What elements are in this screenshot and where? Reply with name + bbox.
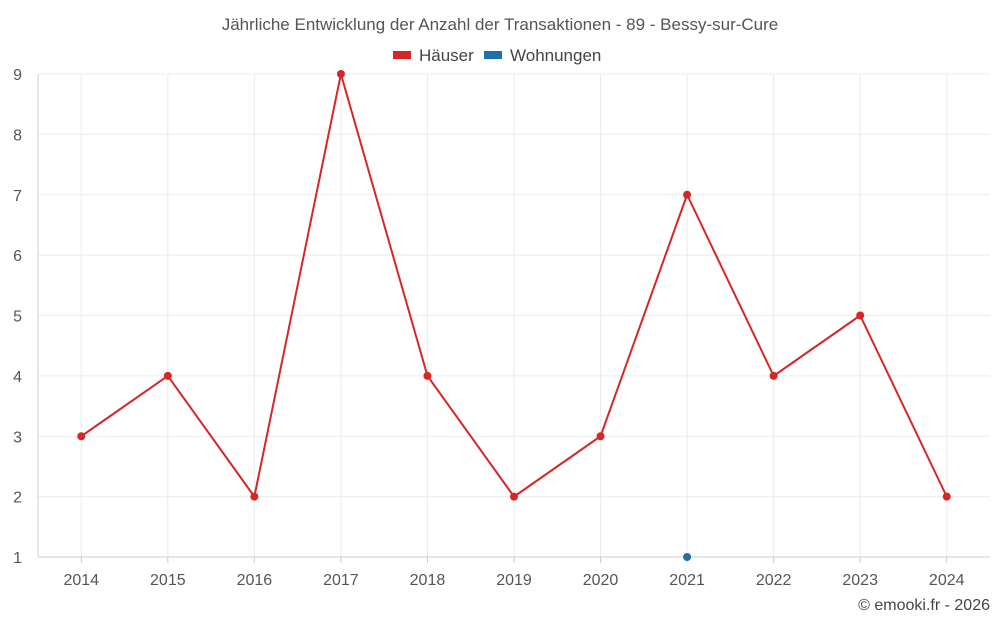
y-tick-label: 5 <box>13 309 22 326</box>
data-point-haeuser-2015[interactable] <box>163 371 172 380</box>
data-point-haeuser-2019[interactable] <box>510 492 518 501</box>
x-tick-label: 2019 <box>496 572 532 589</box>
data-point-haeuser-2016[interactable] <box>250 492 259 501</box>
data-point-haeuser-2021[interactable] <box>683 190 692 199</box>
data-point-haeuser-2024[interactable] <box>942 492 951 501</box>
y-tick-label: 7 <box>13 188 22 205</box>
data-point-haeuser-2022[interactable] <box>769 371 778 380</box>
x-tick-label: 2017 <box>323 572 359 589</box>
y-tick-label: 6 <box>13 248 22 265</box>
credit-text: © emooki.fr - 2026 <box>858 597 990 614</box>
x-tick-labels: 2014 2015 2016 2017 2018 2019 2020 2021 2022 2023… <box>63 572 964 589</box>
data-point-haeuser-2020[interactable] <box>596 432 605 441</box>
x-tick-label: 2021 <box>669 572 705 589</box>
y-tick-labels: 1 2 3 4 5 6 7 8 9 <box>13 67 22 567</box>
x-tick-label: 2024 <box>929 572 965 589</box>
y-tick-label: 1 <box>13 550 22 567</box>
legend-label-haeuser: Häuser <box>419 46 474 65</box>
gridlines <box>38 73 990 557</box>
data-point-haeuser-2018[interactable] <box>423 371 432 380</box>
x-tick-label: 2020 <box>583 572 619 589</box>
legend-item-wohnungen[interactable]: Wohnungen <box>484 46 601 65</box>
x-tick-label: 2014 <box>63 572 99 589</box>
x-tick-label: 2018 <box>410 572 446 589</box>
legend-item-haeuser[interactable]: Häuser <box>393 46 474 65</box>
legend: Häuser Wohnungen <box>393 46 601 65</box>
legend-swatch-wohnungen <box>484 51 502 59</box>
x-tick-label: 2015 <box>150 572 186 589</box>
y-tick-label: 9 <box>13 67 22 84</box>
y-tick-label: 4 <box>13 369 22 386</box>
data-point-wohnungen-2021[interactable] <box>683 553 692 561</box>
series-layer <box>77 70 951 561</box>
y-tick-label: 3 <box>13 429 22 446</box>
y-tick-label: 2 <box>13 490 22 507</box>
data-point-haeuser-2014[interactable] <box>77 432 86 441</box>
y-tick-label: 8 <box>13 127 22 144</box>
x-tick-label: 2016 <box>237 572 273 589</box>
axes <box>37 74 990 563</box>
data-point-haeuser-2017[interactable] <box>336 70 345 78</box>
x-tick-label: 2022 <box>756 572 792 589</box>
x-tick-label: 2023 <box>842 572 878 589</box>
legend-swatch-haeuser <box>393 51 411 59</box>
legend-label-wohnungen: Wohnungen <box>510 46 601 65</box>
chart-title: Jährliche Entwicklung der Anzahl der Tra… <box>222 15 779 34</box>
data-point-haeuser-2023[interactable] <box>856 311 865 320</box>
